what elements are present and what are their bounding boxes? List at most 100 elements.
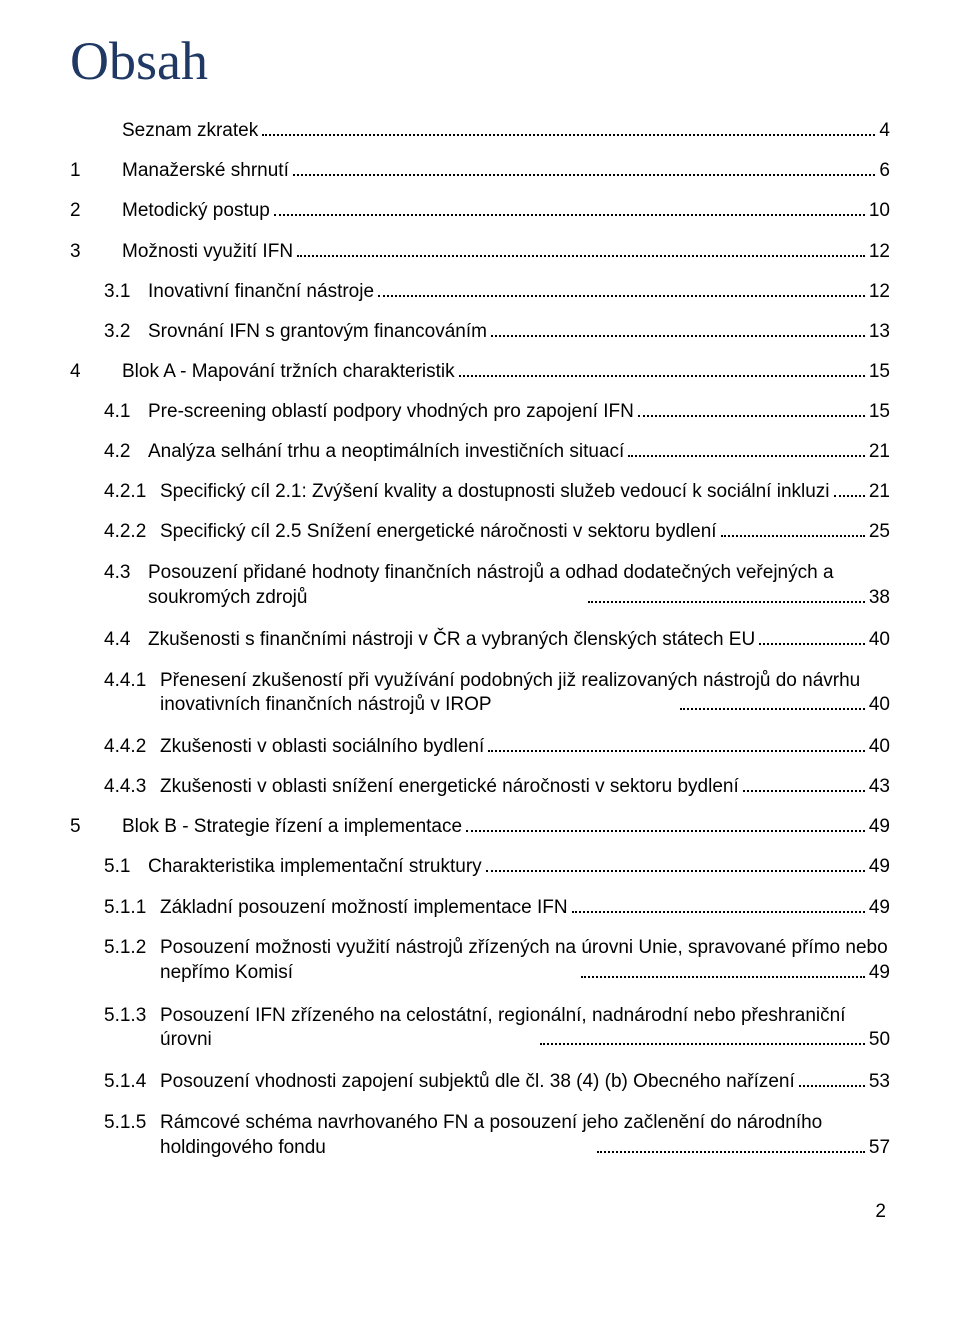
toc-entry: 4.2.1Specifický cíl 2.1: Zvýšení kvality…: [70, 481, 890, 503]
toc-entry: 5.1.5Rámcové schéma navrhovaného FN a po…: [70, 1111, 890, 1160]
toc-entry-label: Blok B - Strategie řízení a implementace: [122, 816, 462, 838]
toc-entry-label: Seznam zkratek: [122, 120, 258, 142]
toc-entry-label: soukromých zdrojů: [148, 586, 584, 611]
toc-entry-page: 38: [869, 586, 890, 611]
toc-entry: 3.2Srovnání IFN s grantovým financováním…: [70, 320, 890, 342]
toc-leader-dots: [378, 280, 865, 296]
toc-entry-label: Přenesení zkušeností při využívání podob…: [160, 669, 860, 694]
toc-entry-label: Manažerské shrnutí: [122, 160, 289, 182]
toc-entry-label: Pre-screening oblastí podpory vhodných p…: [148, 401, 634, 423]
toc-entry: 3Možnosti využití IFN 12: [70, 240, 890, 262]
toc-entry-label: Možnosti využití IFN: [122, 241, 293, 263]
toc-entry-number: 4.1: [104, 401, 148, 423]
toc-entry-number: 4.4.1: [104, 669, 160, 694]
toc-entry-label: Specifický cíl 2.5 Snížení energetické n…: [160, 521, 717, 543]
toc-entry: 5.1.3Posouzení IFN zřízeného na celostát…: [70, 1004, 890, 1053]
toc-leader-dots: [588, 586, 865, 602]
toc-entry-page: 53: [869, 1071, 890, 1093]
toc-entry-label: inovativních finančních nástrojů v IROP: [160, 693, 676, 718]
toc-entry: 5Blok B - Strategie řízení a implementac…: [70, 816, 890, 838]
toc-leader-dots: [680, 694, 865, 710]
table-of-contents: Seznam zkratek41Manažerské shrnutí62Meto…: [70, 120, 890, 1161]
toc-leader-dots: [721, 521, 865, 537]
toc-entry-page: 49: [869, 961, 890, 986]
toc-entry-number: 3: [70, 241, 122, 263]
toc-entry-label: Zkušenosti s finančními nástroji v ČR a …: [148, 629, 755, 651]
toc-entry-number: 4.2.2: [104, 521, 160, 543]
toc-entry-number: 4: [70, 361, 122, 383]
toc-entry: 4.4Zkušenosti s finančními nástroji v ČR…: [70, 628, 890, 650]
toc-entry-number: 4.4: [104, 629, 148, 651]
toc-leader-dots: [628, 441, 865, 457]
page-footer-number: 2: [70, 1201, 890, 1223]
toc-entry: 4.4.2Zkušenosti v oblasti sociálního byd…: [70, 736, 890, 758]
toc-leader-dots: [834, 481, 865, 497]
toc-leader-dots: [638, 401, 865, 417]
toc-entry-label: Blok A - Mapování tržních charakteristik: [122, 361, 455, 383]
toc-entry-number: 4.3: [104, 561, 148, 586]
toc-entry-label: úrovni: [160, 1028, 536, 1053]
toc-leader-dots: [799, 1071, 865, 1087]
toc-entry-label: Inovativní finanční nástroje: [148, 281, 374, 303]
toc-entry: 2Metodický postup10: [70, 200, 890, 222]
toc-entry-label: Rámcové schéma navrhovaného FN a posouze…: [160, 1111, 822, 1136]
toc-entry-number: 3.1: [104, 281, 148, 303]
toc-entry-page: 40: [869, 629, 890, 651]
toc-entry-page: 10: [869, 200, 890, 222]
toc-entry: 4.4.3Zkušenosti v oblasti snížení energe…: [70, 776, 890, 798]
toc-entry-number: 5.1.5: [104, 1111, 160, 1136]
toc-entry: 4.2.2Specifický cíl 2.5 Snížení energeti…: [70, 521, 890, 543]
toc-leader-dots: [459, 361, 865, 377]
page-title: Obsah: [70, 30, 890, 92]
toc-entry-number: 5: [70, 816, 122, 838]
toc-entry: 5.1.4Posouzení vhodnosti zapojení subjek…: [70, 1071, 890, 1093]
toc-entry-page: 43: [869, 776, 890, 798]
toc-entry-page: 4: [879, 120, 890, 142]
toc-leader-dots: [743, 776, 865, 792]
toc-entry-page: 40: [869, 693, 890, 718]
toc-entry-number: 5.1.4: [104, 1071, 160, 1093]
toc-entry-label: Posouzení možnosti využití nástrojů zříz…: [160, 936, 888, 961]
toc-entry-page: 25: [869, 521, 890, 543]
toc-entry-page: 15: [869, 401, 890, 423]
toc-entry-page: 49: [869, 856, 890, 878]
toc-entry-label: Posouzení vhodnosti zapojení subjektů dl…: [160, 1071, 795, 1093]
toc-entry-number: 5.1.1: [104, 897, 160, 919]
toc-entry-page: 12: [869, 281, 890, 303]
toc-entry-page: 12: [869, 241, 890, 263]
toc-leader-dots: [491, 320, 865, 336]
toc-entry: 5.1.2Posouzení možnosti využití nástrojů…: [70, 936, 890, 985]
toc-entry: Seznam zkratek 4: [70, 120, 890, 142]
toc-leader-dots: [297, 240, 865, 256]
toc-entry-label: Srovnání IFN s grantovým financováním: [148, 321, 487, 343]
toc-entry: 4Blok A - Mapování tržních charakteristi…: [70, 361, 890, 383]
toc-entry-page: 50: [869, 1028, 890, 1053]
toc-entry-label: Specifický cíl 2.1: Zvýšení kvality a do…: [160, 481, 830, 503]
toc-entry-label: nepřímo Komisí: [160, 961, 577, 986]
toc-entry-page: 57: [869, 1136, 890, 1161]
toc-leader-dots: [293, 160, 876, 176]
toc-entry-number: 4.4.2: [104, 736, 160, 758]
toc-leader-dots: [540, 1029, 865, 1045]
toc-entry-number: 5.1: [104, 856, 148, 878]
toc-entry: 5.1.1Základní posouzení možností impleme…: [70, 896, 890, 918]
toc-entry-number: 4.4.3: [104, 776, 160, 798]
toc-entry-label: Metodický postup: [122, 200, 270, 222]
toc-entry: 4.1Pre-screening oblastí podpory vhodnýc…: [70, 401, 890, 423]
toc-entry: 4.2Analýza selhání trhu a neoptimálních …: [70, 441, 890, 463]
toc-leader-dots: [488, 736, 865, 752]
toc-entry-number: 3.2: [104, 321, 148, 343]
toc-leader-dots: [486, 856, 865, 872]
toc-entry-page: 49: [869, 816, 890, 838]
toc-entry-number: 4.2: [104, 441, 148, 463]
toc-leader-dots: [759, 628, 865, 644]
toc-entry: 4.4.1Přenesení zkušeností při využívání …: [70, 669, 890, 718]
toc-leader-dots: [262, 120, 875, 136]
toc-entry-number: 4.2.1: [104, 481, 160, 503]
toc-leader-dots: [274, 200, 865, 216]
toc-entry-label: Charakteristika implementační struktury: [148, 856, 482, 878]
toc-entry-page: 6: [879, 160, 890, 182]
toc-entry-label: holdingového fondu: [160, 1136, 593, 1161]
toc-entry-label: Analýza selhání trhu a neoptimálních inv…: [148, 441, 624, 463]
toc-entry: 1Manažerské shrnutí6: [70, 160, 890, 182]
